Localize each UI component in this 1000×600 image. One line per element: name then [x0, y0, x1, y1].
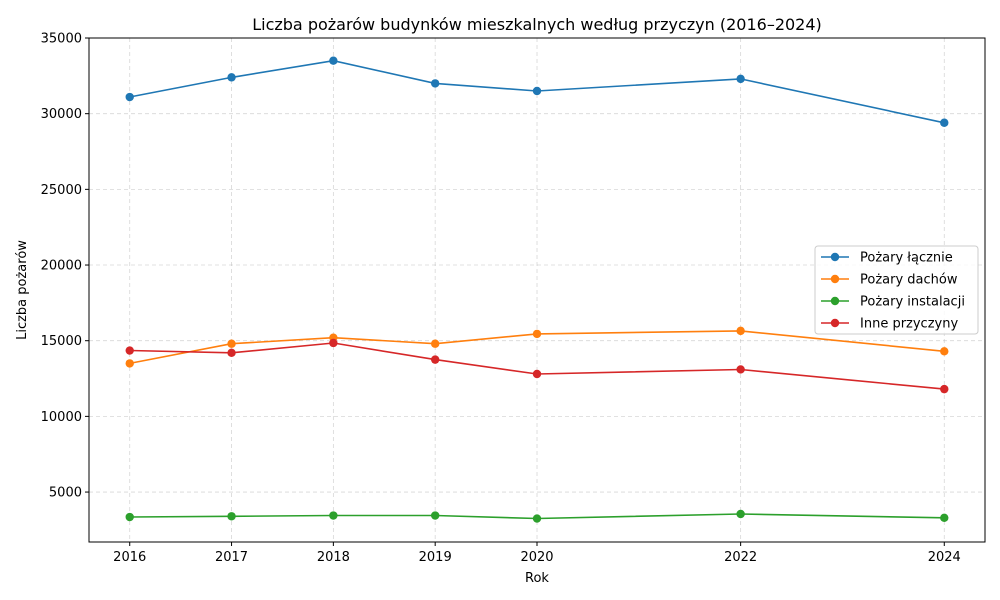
legend-box: [814, 245, 979, 335]
x-axis-label: Rok: [525, 571, 549, 586]
y-tick-label: 20000: [41, 259, 82, 274]
y-tick-label: 35000: [41, 32, 82, 47]
data-point: [736, 509, 745, 519]
data-point: [430, 511, 440, 520]
data-point: [329, 338, 338, 348]
data-point: [736, 365, 745, 374]
chart-title: Liczba pożarów budynków mieszkalnych wed…: [252, 15, 822, 34]
data-point: [227, 348, 236, 358]
data-point: [430, 339, 440, 348]
data-point: [940, 384, 949, 394]
data-point: [940, 347, 949, 356]
data-point: [532, 514, 542, 523]
legend-marker: [830, 318, 840, 328]
data-point: [227, 512, 236, 521]
data-point: [736, 326, 745, 336]
data-point: [125, 346, 134, 355]
data-point: [430, 355, 440, 364]
x-tick-label: 2020: [520, 550, 553, 565]
x-tick-label: 2018: [317, 550, 350, 565]
data-point: [329, 56, 338, 65]
series-0: [125, 56, 949, 127]
legend-marker: [830, 252, 840, 262]
series-3: [125, 338, 949, 394]
legend-label: Pożary łącznie: [860, 251, 953, 266]
legend: Pożary łącznie Pożary dachów Pożary instal…: [814, 245, 979, 335]
x-axis-ticks: 2016 2017 2018 2019 2020 2022 2024: [113, 542, 961, 565]
data-point: [940, 118, 949, 127]
legend-label: Inne przyczyny: [860, 317, 958, 332]
legend-item: Inne przyczyny: [821, 317, 958, 332]
data-point: [125, 92, 134, 102]
y-axis-label: Liczba pożarów: [15, 240, 30, 340]
legend-item: Pożary dachów: [821, 273, 958, 288]
legend-label: Pożary instalacji: [860, 295, 965, 310]
data-point: [329, 511, 338, 520]
legend-label: Pożary dachów: [860, 273, 958, 288]
data-point: [430, 79, 440, 88]
series-2: [125, 509, 949, 523]
data-point: [532, 329, 542, 339]
x-tick-label: 2019: [419, 550, 452, 565]
y-tick-label: 15000: [41, 334, 82, 349]
x-tick-label: 2024: [928, 550, 961, 565]
x-tick-label: 2017: [215, 550, 248, 565]
y-tick-label: 10000: [41, 410, 82, 425]
data-point: [227, 73, 236, 82]
data-point: [125, 512, 134, 522]
data-point: [227, 339, 236, 348]
legend-item: Pożary łącznie: [821, 251, 953, 266]
y-tick-label: 30000: [41, 107, 82, 122]
legend-marker: [830, 296, 840, 306]
y-tick-label: 25000: [41, 183, 82, 198]
y-axis-ticks: 5000 10000 15000 20000 25000 30000 35000: [41, 32, 89, 501]
data-point: [532, 369, 542, 379]
data-point: [736, 74, 745, 84]
data-point: [532, 86, 542, 96]
plot-frame: [88, 37, 986, 543]
data-point: [940, 513, 949, 522]
series-group: [125, 56, 949, 523]
series-1: [125, 326, 949, 368]
legend-item: Pożary instalacji: [821, 295, 965, 310]
data-point: [125, 359, 134, 368]
y-tick-label: 5000: [49, 486, 82, 501]
x-tick-label: 2016: [113, 550, 146, 565]
legend-marker: [830, 274, 840, 284]
x-tick-label: 2022: [724, 550, 757, 565]
